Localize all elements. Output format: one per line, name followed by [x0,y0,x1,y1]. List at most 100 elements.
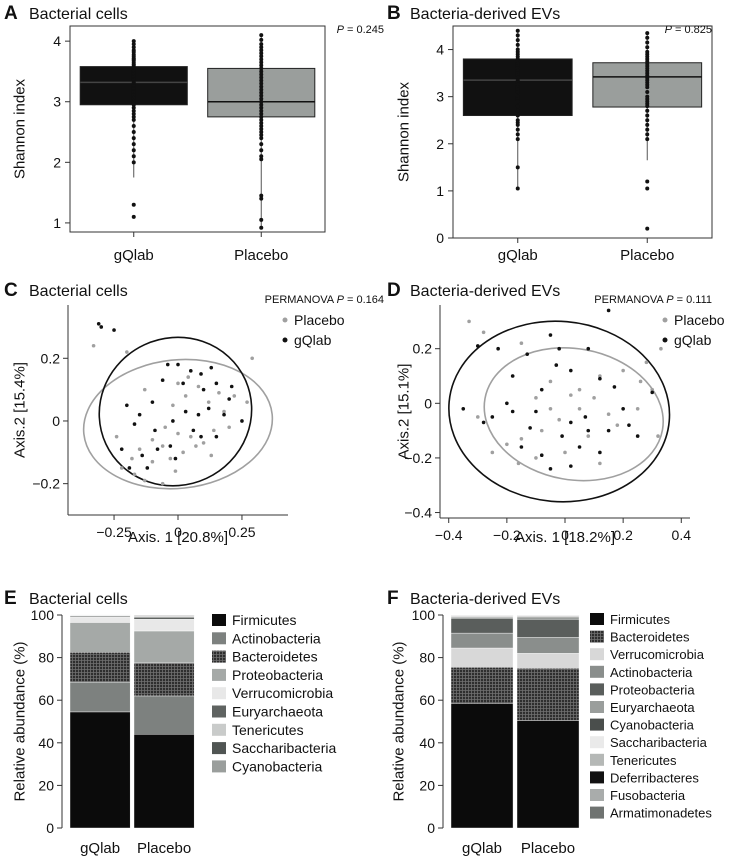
y-tick-label: 60 [38,692,54,708]
y-tick-label: 80 [38,650,54,666]
legend-label-tenericutes: Tenericutes [610,753,677,768]
point-placebo [598,461,602,466]
data-point [259,111,264,116]
point-gqlab [548,467,553,471]
point-gqlab [199,372,203,376]
legend-swatch-firmicutes [590,613,604,625]
point-placebo [160,444,165,448]
data-point [259,99,264,104]
legend-label-saccharibacteria: Saccharibacteria [610,735,708,750]
point-gqlab [183,409,188,414]
data-point [259,102,264,107]
panel-title: Bacterial cells [29,283,128,300]
legend-label-bacteroidetes: Bacteroidetes [610,630,690,645]
x-tick-label: −0.4 [435,527,463,543]
point-gqlab [196,412,201,417]
bar-segment-proteobacteria [69,622,131,653]
data-point [259,66,264,71]
x-tick-label: 0 [174,524,182,540]
point-gqlab [181,381,185,386]
point-gqlab [586,346,591,351]
legend-label-proteobacteria: Proteobacteria [232,667,323,683]
legend-label-armatimonadetes: Armatimonadetes [610,806,712,821]
point-placebo [250,356,254,361]
point-gqlab [191,428,196,433]
data-point [645,40,650,45]
data-point [515,104,520,109]
point-placebo [467,319,471,324]
y-tick-label: 0 [424,395,432,411]
x-tick-label: gQlab [114,247,154,264]
point-placebo [217,390,221,395]
point-placebo [548,379,553,384]
legend-swatch-actinobacteria [590,665,604,678]
x-tick-label: 0 [561,527,569,543]
point-gqlab [534,409,538,414]
data-point [259,42,264,47]
data-point [131,130,136,135]
point-placebo [150,459,155,464]
data-point [645,127,650,132]
data-point [259,120,264,125]
y-tick-label: 1 [53,215,61,231]
point-placebo [519,437,524,441]
point-placebo [548,406,553,411]
point-gqlab [554,363,559,367]
bar-segment-bacteroidetes [450,666,514,704]
y-tick-label: 0.2 [41,350,61,366]
point-placebo [606,412,611,417]
legend-label-euryarchaeota: Euryarchaeota [232,704,323,720]
point-placebo [516,461,521,466]
data-point [515,122,520,127]
plot-frame [452,25,713,239]
data-point [259,117,264,122]
point-placebo [534,396,538,400]
legend-swatch-fusobacteria [590,789,604,801]
point-gqlab [132,422,137,426]
y-tick-label: 80 [419,650,435,666]
data-point [131,160,136,165]
legend-swatch-saccharibacteria [590,736,604,749]
data-point [131,142,136,147]
x-tick-label: gQlab [80,840,120,857]
y-axis-label: Axis.2 [15.1%] [395,364,412,460]
data-point [515,127,520,132]
data-point [131,42,136,47]
legend-label-bacteroidetes: Bacteroidetes [232,649,318,665]
ellipse-placebo [483,347,664,482]
x-tick-label: 0.4 [672,527,692,543]
data-point [131,108,136,113]
point-gqlab [176,362,180,367]
point-placebo [132,472,137,477]
point-placebo [586,434,591,438]
bar-segment-bacteroidetes [516,668,580,721]
legend-label-proteobacteria: Proteobacteria [610,682,695,697]
y-tick-label: −0.2 [32,476,60,492]
panel-letter: E [4,588,17,609]
legend-marker-gqlab [662,337,668,343]
data-point [259,154,264,159]
point-gqlab [525,352,530,356]
data-point [259,105,264,110]
point-placebo [598,374,602,378]
data-point [645,122,650,127]
data-point [645,45,650,50]
point-placebo [160,481,165,486]
legend-label-firmicutes: Firmicutes [232,612,297,628]
ellipse-gqlab [98,336,253,487]
legend-swatch-deferribacteres [590,771,604,784]
point-gqlab [214,381,219,386]
legend-swatch-armatimonadetes [590,806,604,819]
panel-title: Bacterial cells [29,591,128,608]
bar-segment-verrucomicrobia [516,653,580,669]
data-point [259,75,264,80]
y-axis-label: Shannon index [395,81,412,182]
point-placebo [534,456,538,460]
bar-segment-verrucomicrobia [133,619,195,632]
data-point [645,31,650,36]
legend-label-verrucomicrobia: Verrucomicrobia [232,685,333,701]
y-tick-label: 3 [53,94,61,110]
point-gqlab [201,387,206,392]
data-point [259,157,264,162]
